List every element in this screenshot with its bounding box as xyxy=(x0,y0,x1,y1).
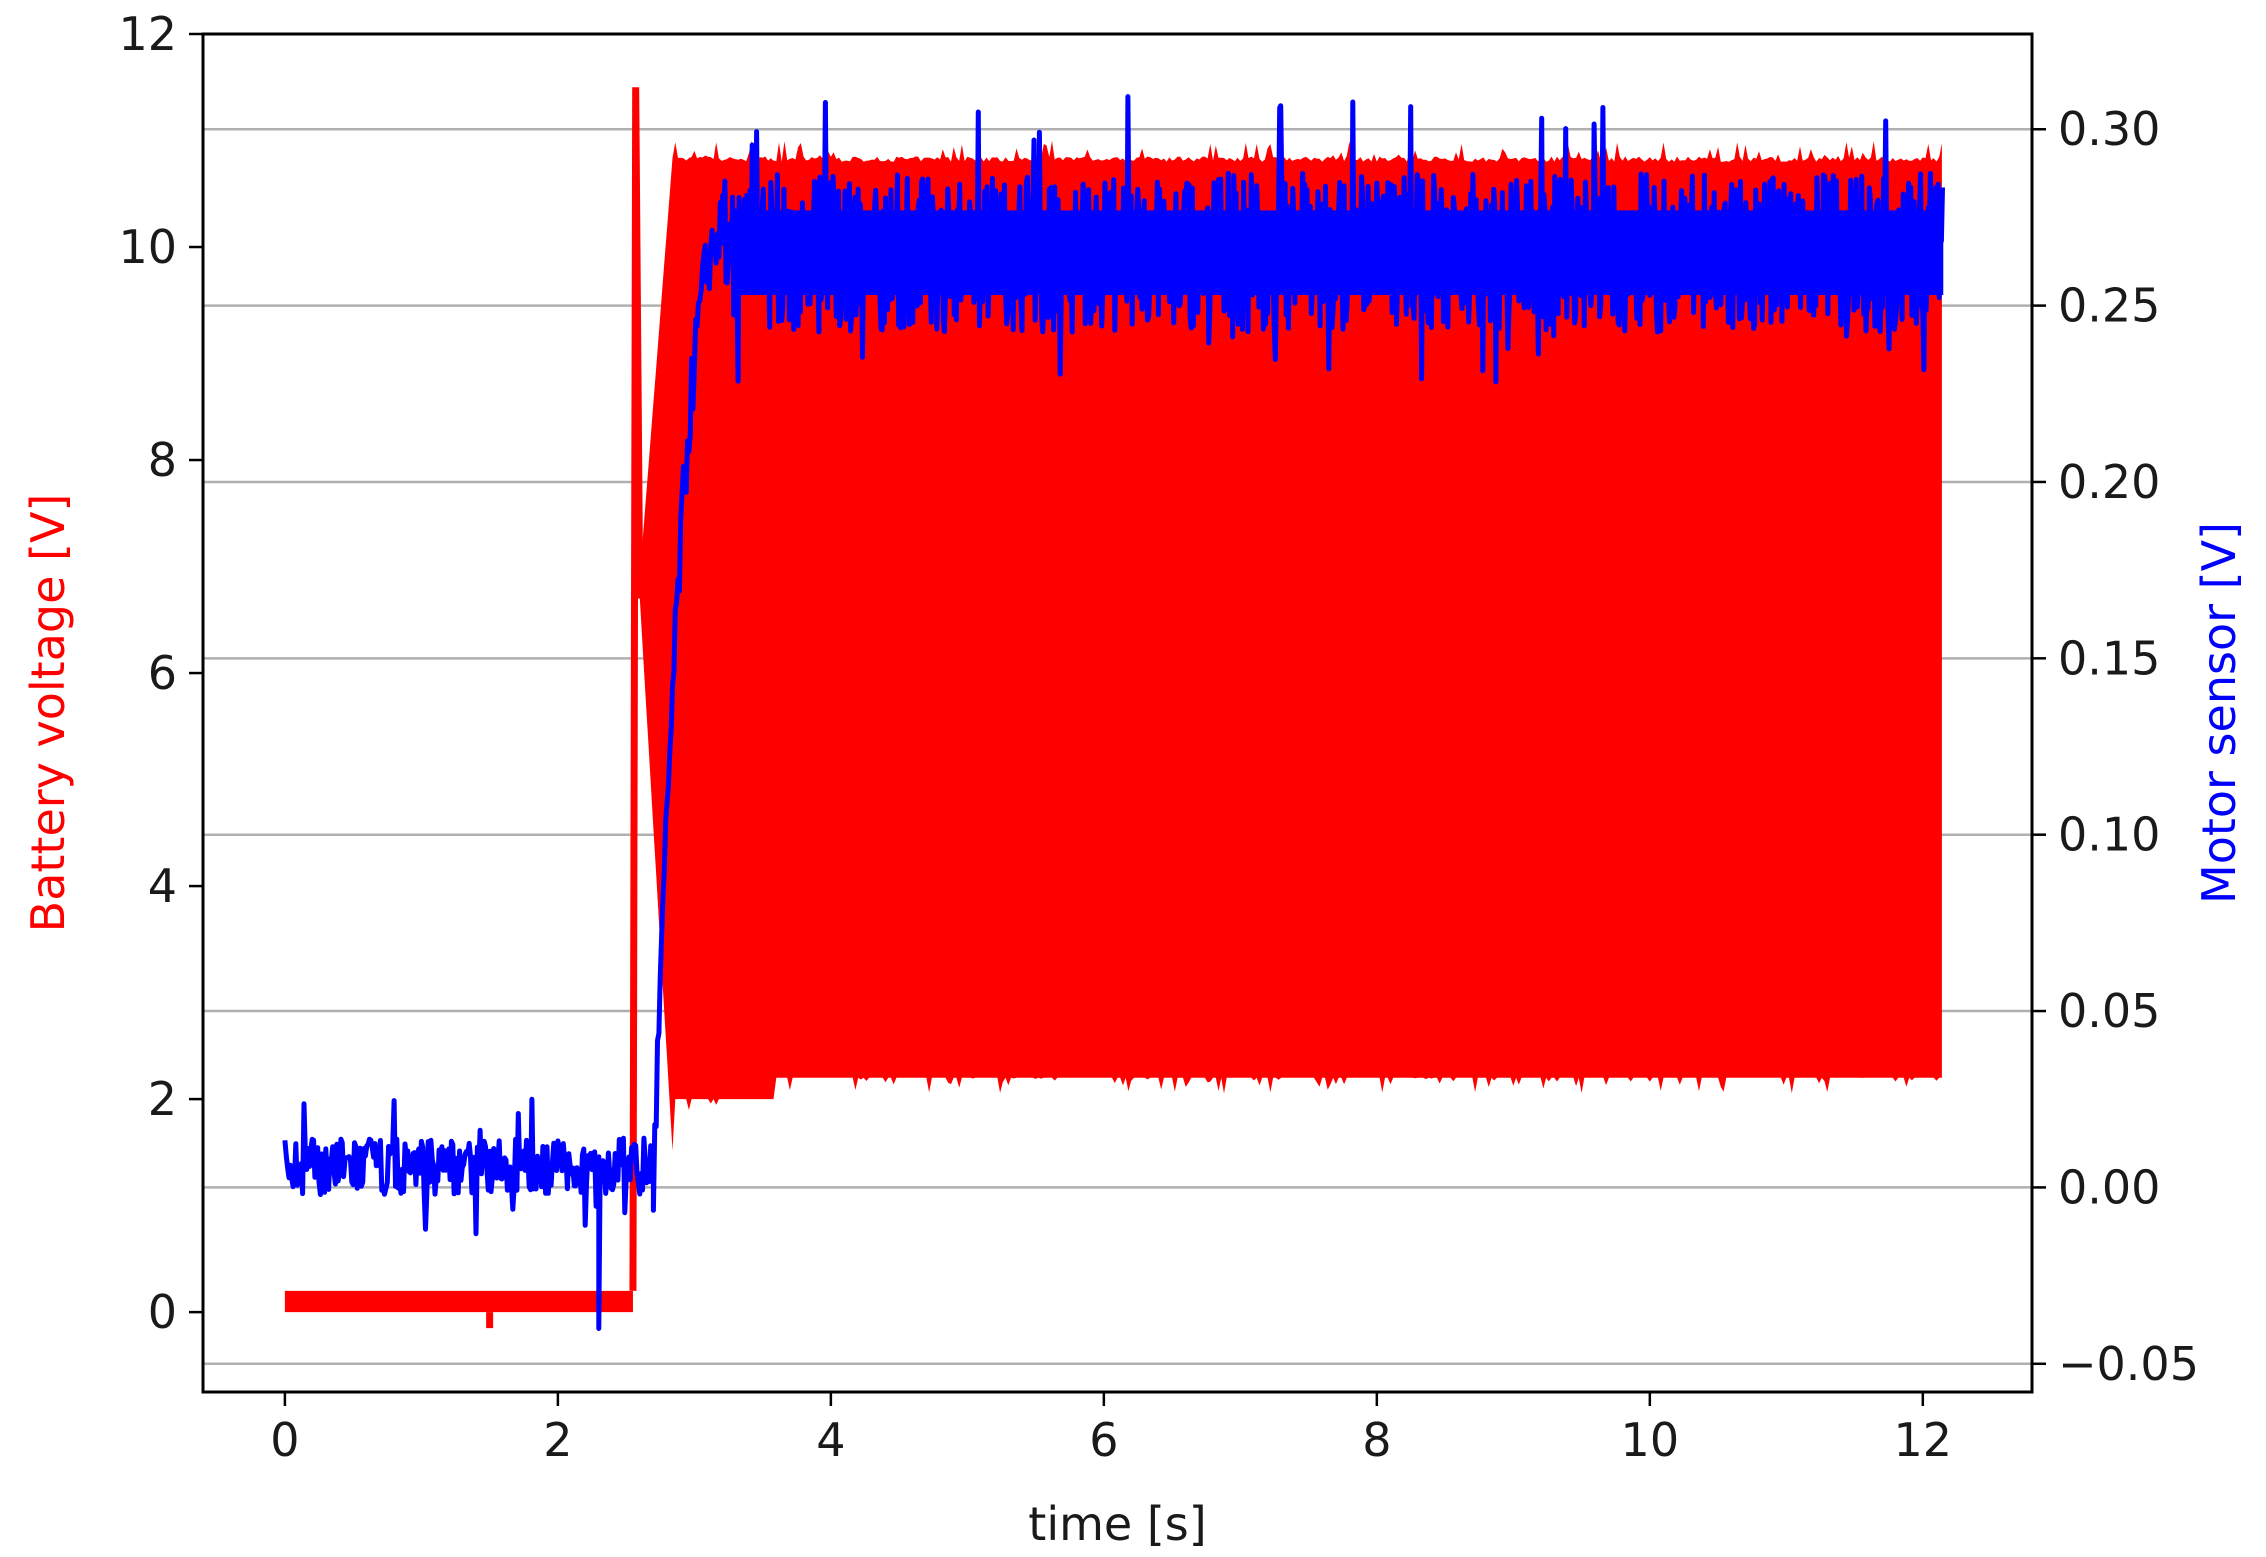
right-y-tick-label: 0.00 xyxy=(2058,1160,2160,1214)
left-y-tick-label: 6 xyxy=(148,646,177,700)
right-y-tick-label: 0.25 xyxy=(2058,279,2160,333)
left-y-tick-label: 10 xyxy=(118,220,177,274)
x-axis-label: time [s] xyxy=(1028,1497,1206,1551)
left-y-tick-label: 8 xyxy=(148,433,177,487)
left-y-axis-label: Battery voltage [V] xyxy=(21,494,75,933)
axes: 0 2 4 6 8 10 12 0 2 4 6 8 10 12 −0.05 0.00 0.05 0.10 0.15 0… xyxy=(118,7,2199,1467)
right-y-axis-label: Motor sensor [V] xyxy=(2192,522,2246,904)
battery-voltage-series-line xyxy=(486,87,644,1329)
plot-frame xyxy=(201,32,2034,1394)
right-y-tick-label: 0.10 xyxy=(2058,808,2160,862)
x-tick-label: 4 xyxy=(816,1413,845,1467)
series-group xyxy=(282,87,1945,1331)
x-tick-label: 0 xyxy=(270,1413,299,1467)
right-y-tick-label: 0.05 xyxy=(2058,984,2160,1038)
x-tick-label: 8 xyxy=(1362,1413,1391,1467)
right-y-tick-label: 0.15 xyxy=(2058,631,2160,685)
motor-sensor-series-line xyxy=(282,94,1945,1331)
x-tick-label: 12 xyxy=(1894,1413,1953,1467)
right-y-tick-label: −0.05 xyxy=(2058,1337,2199,1391)
x-tick-label: 10 xyxy=(1621,1413,1680,1467)
x-tick-label: 2 xyxy=(543,1413,572,1467)
right-y-tick-label: 0.20 xyxy=(2058,455,2160,509)
right-y-tick-label: 0.30 xyxy=(2058,102,2160,156)
left-y-tick-label: 12 xyxy=(118,7,177,61)
left-y-tick-label: 0 xyxy=(148,1285,177,1339)
battery-voltage-series-band xyxy=(284,140,1942,1313)
left-y-tick-label: 2 xyxy=(148,1072,177,1126)
x-tick-label: 6 xyxy=(1089,1413,1118,1467)
left-y-tick-label: 4 xyxy=(148,859,177,913)
